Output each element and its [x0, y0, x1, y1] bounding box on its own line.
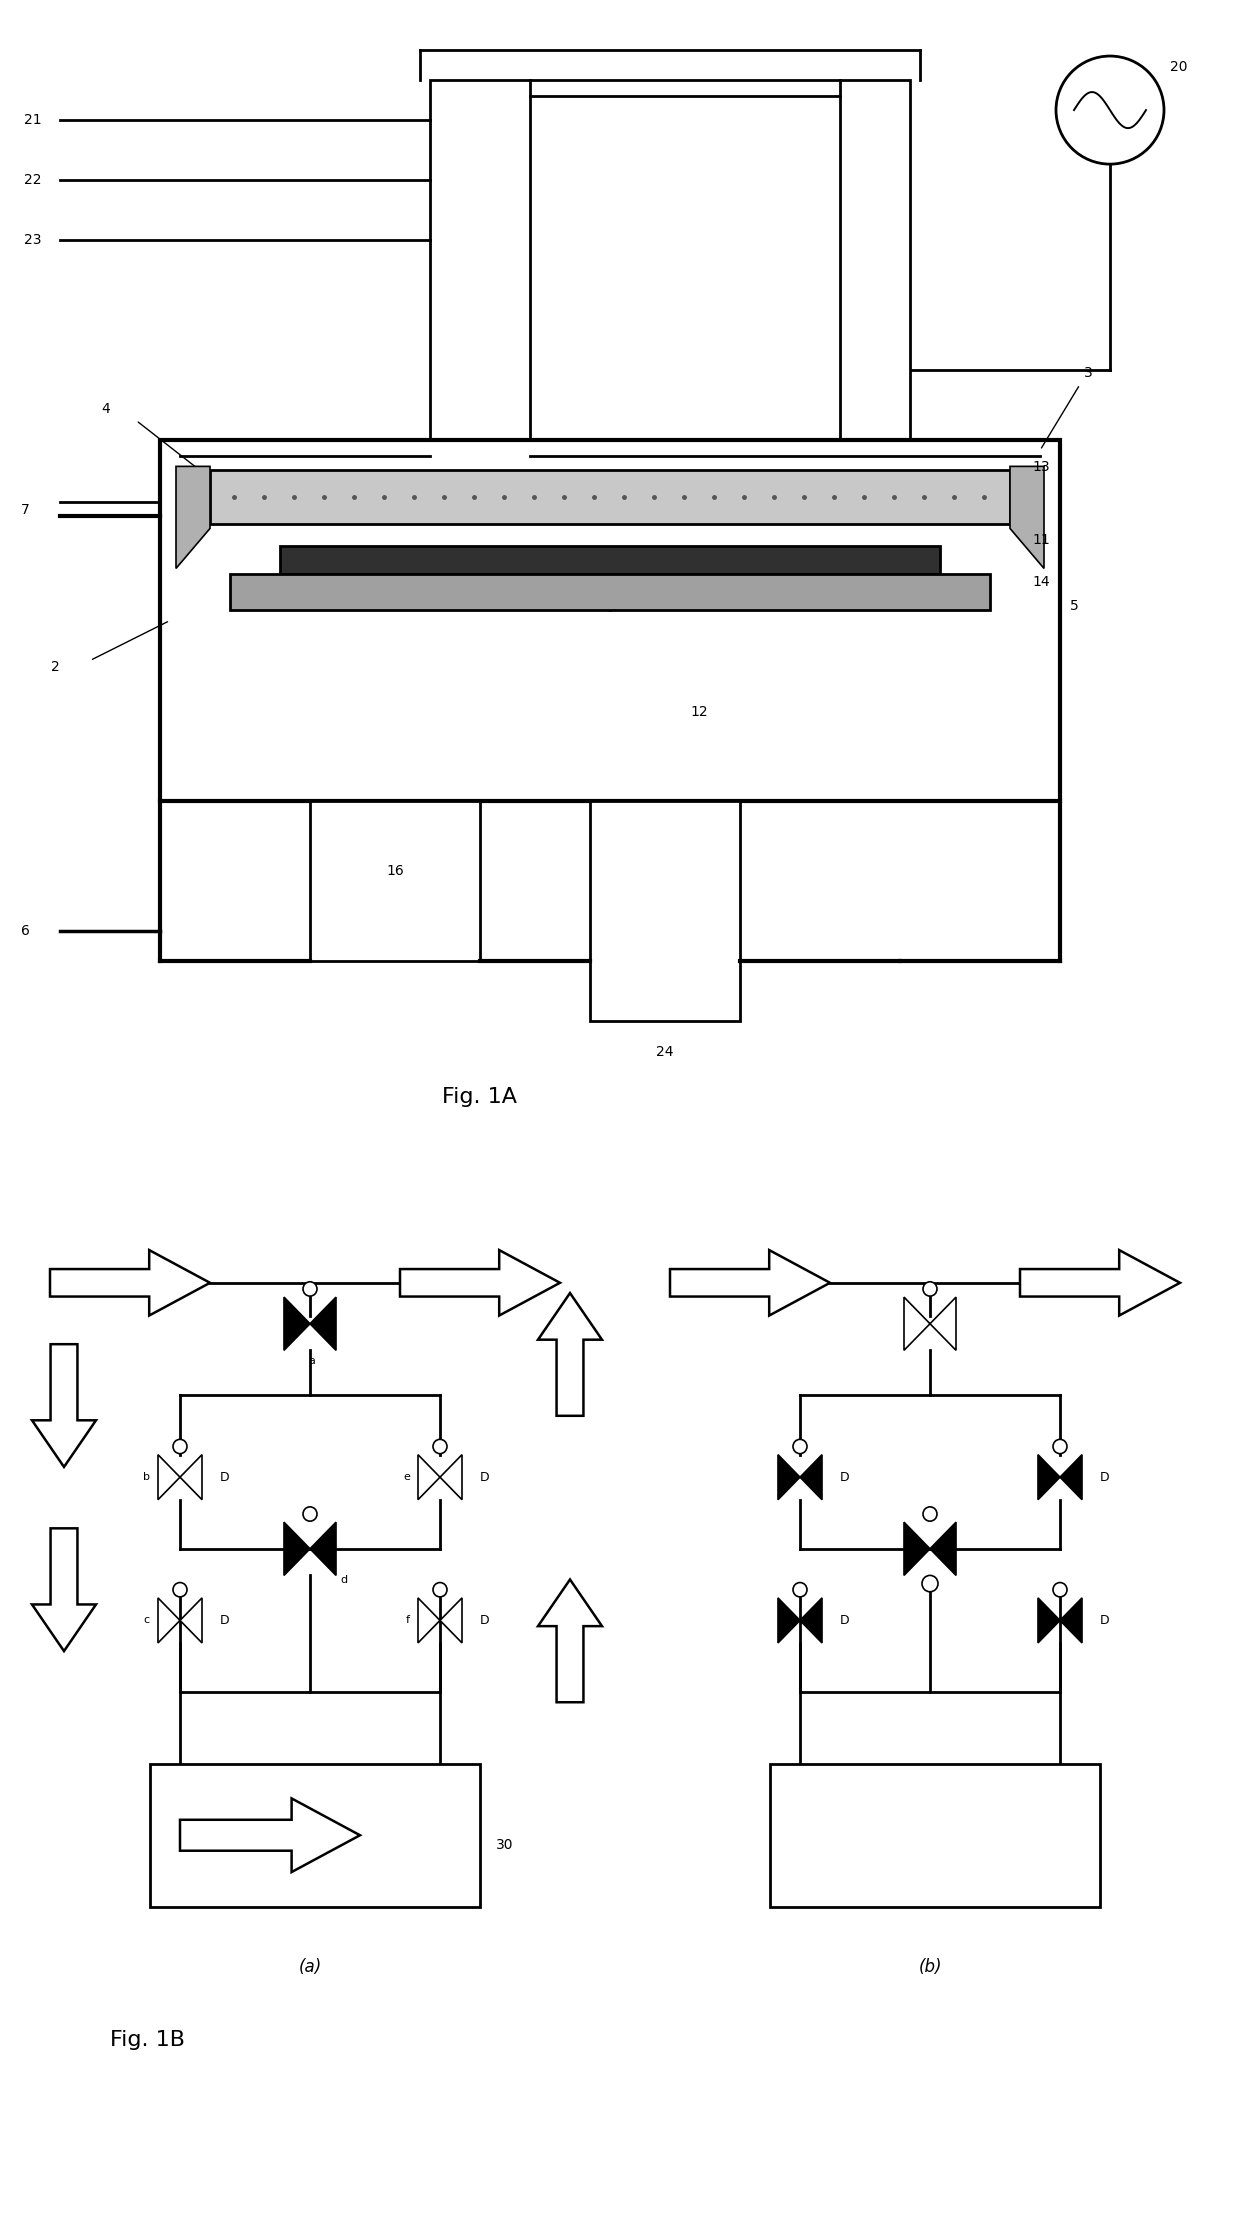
Polygon shape	[670, 1250, 830, 1317]
Polygon shape	[180, 1597, 202, 1644]
Bar	[229, 574, 990, 609]
Text: d: d	[340, 1575, 347, 1586]
Polygon shape	[440, 1454, 463, 1499]
Polygon shape	[904, 1297, 930, 1350]
Circle shape	[433, 1439, 446, 1454]
Text: 12: 12	[689, 705, 708, 718]
Polygon shape	[418, 1597, 440, 1644]
Text: e: e	[403, 1472, 410, 1481]
Text: 21: 21	[24, 113, 42, 127]
Text: D: D	[839, 1615, 849, 1628]
Text: (a): (a)	[299, 1957, 321, 1975]
Polygon shape	[777, 1597, 800, 1644]
Polygon shape	[401, 1250, 560, 1317]
Polygon shape	[1060, 1454, 1083, 1499]
Polygon shape	[777, 1454, 800, 1499]
Polygon shape	[1038, 1597, 1060, 1644]
Text: 16: 16	[386, 863, 404, 878]
Polygon shape	[800, 1454, 822, 1499]
Polygon shape	[440, 1597, 463, 1644]
Text: 1: 1	[640, 583, 649, 596]
Bar	[210, 469, 1011, 525]
Polygon shape	[310, 1521, 336, 1575]
Circle shape	[174, 1439, 187, 1454]
Circle shape	[303, 1508, 317, 1521]
Circle shape	[433, 1583, 446, 1597]
Bar	[160, 440, 1060, 801]
Bar	[770, 1764, 1100, 1906]
Text: 11: 11	[1032, 534, 1050, 547]
Bar	[839, 80, 910, 440]
Polygon shape	[32, 1343, 95, 1468]
Bar	[150, 1764, 480, 1906]
Polygon shape	[284, 1297, 310, 1350]
Text: D: D	[219, 1470, 229, 1483]
Polygon shape	[930, 1297, 956, 1350]
Polygon shape	[284, 1521, 310, 1575]
Polygon shape	[310, 1297, 336, 1350]
Text: 7: 7	[21, 503, 30, 518]
Text: D: D	[839, 1470, 849, 1483]
Polygon shape	[538, 1579, 601, 1701]
Text: D: D	[1100, 1615, 1110, 1628]
Polygon shape	[180, 1799, 360, 1873]
Polygon shape	[538, 1292, 601, 1417]
Text: Fig. 1A: Fig. 1A	[443, 1088, 517, 1108]
Text: b: b	[143, 1472, 150, 1481]
Text: 20: 20	[1171, 60, 1188, 73]
Circle shape	[303, 1281, 317, 1297]
Bar	[280, 547, 940, 574]
Text: Fig. 1B: Fig. 1B	[110, 2031, 185, 2051]
Text: D: D	[219, 1615, 229, 1628]
Text: D: D	[480, 1615, 490, 1628]
Text: 3: 3	[1084, 367, 1092, 380]
Circle shape	[1053, 1583, 1066, 1597]
Circle shape	[923, 1508, 937, 1521]
Polygon shape	[1011, 467, 1044, 569]
Text: 2: 2	[51, 661, 60, 674]
Polygon shape	[930, 1521, 956, 1575]
Circle shape	[923, 1281, 937, 1297]
Polygon shape	[800, 1597, 822, 1644]
Bar	[590, 801, 740, 1021]
Polygon shape	[1038, 1454, 1060, 1499]
Polygon shape	[180, 1454, 202, 1499]
Circle shape	[923, 1575, 937, 1592]
Circle shape	[174, 1583, 187, 1597]
Circle shape	[794, 1439, 807, 1454]
Circle shape	[1053, 1439, 1066, 1454]
Polygon shape	[157, 1454, 180, 1499]
Text: 23: 23	[24, 234, 41, 247]
Text: D: D	[1100, 1470, 1110, 1483]
Polygon shape	[1021, 1250, 1180, 1317]
Bar	[430, 80, 529, 440]
Polygon shape	[32, 1528, 95, 1650]
Text: 4: 4	[102, 403, 110, 416]
Polygon shape	[904, 1521, 930, 1575]
Text: f: f	[405, 1615, 410, 1626]
Text: (b): (b)	[919, 1957, 941, 1975]
Text: 14: 14	[1032, 576, 1049, 589]
Text: 24: 24	[656, 1045, 673, 1059]
Polygon shape	[176, 467, 210, 569]
Text: a: a	[309, 1357, 315, 1366]
Polygon shape	[157, 1597, 180, 1644]
Text: 5: 5	[1070, 600, 1079, 614]
Text: 22: 22	[24, 173, 41, 187]
Polygon shape	[1060, 1597, 1083, 1644]
Text: 30: 30	[496, 1839, 513, 1853]
Circle shape	[1056, 56, 1164, 165]
Circle shape	[794, 1583, 807, 1597]
Polygon shape	[50, 1250, 210, 1317]
Bar	[310, 801, 480, 961]
Polygon shape	[418, 1454, 440, 1499]
Text: c: c	[144, 1615, 150, 1626]
Text: 13: 13	[1032, 460, 1049, 474]
Text: D: D	[480, 1470, 490, 1483]
Text: 6: 6	[21, 923, 30, 939]
